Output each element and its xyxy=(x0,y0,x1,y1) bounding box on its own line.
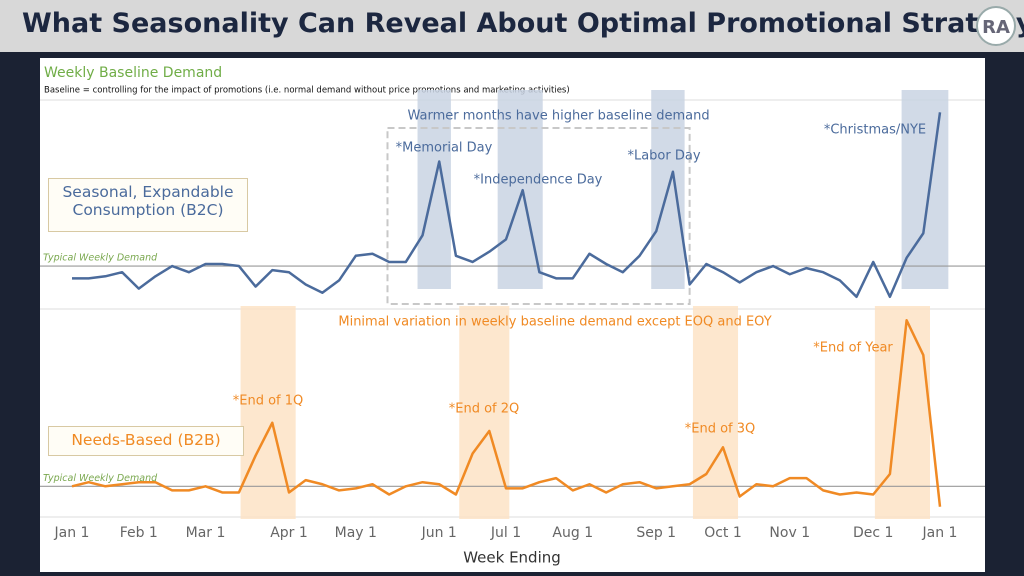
annotation: Minimal variation in weekly baseline dem… xyxy=(338,315,771,330)
highlight-band xyxy=(874,306,930,519)
x-tick-label: Feb 1 xyxy=(120,525,158,541)
highlight-band xyxy=(901,90,949,289)
annotation: *End of 2Q xyxy=(449,402,520,417)
reference-label: Typical Weekly Demand xyxy=(43,253,158,264)
chart-subtitle: Baseline = controlling for the impact of… xyxy=(44,86,570,96)
x-tick-label: Aug 1 xyxy=(552,525,593,541)
x-tick-label: Sep 1 xyxy=(636,525,676,541)
annotation: Warmer months have higher baseline deman… xyxy=(407,109,709,124)
header-bar xyxy=(0,0,1024,52)
series-label: Needs-Based (B2B) xyxy=(48,426,244,456)
series-line xyxy=(71,319,942,507)
logo: RA xyxy=(976,6,1016,46)
annotation: *End of Year xyxy=(813,341,893,356)
slide-title: What Seasonality Can Reveal About Optima… xyxy=(22,8,1024,39)
annotation: *Memorial Day xyxy=(396,141,493,156)
x-tick-label: Jul 1 xyxy=(490,525,521,541)
x-tick-label: Apr 1 xyxy=(270,525,308,541)
x-tick-label: Jan 1 xyxy=(54,525,90,541)
annotation: *End of 1Q xyxy=(233,394,304,409)
x-tick-label: May 1 xyxy=(335,525,377,541)
series-line xyxy=(72,112,942,299)
highlight-band xyxy=(459,306,510,519)
x-tick-label: Dec 1 xyxy=(853,525,893,541)
annotation: *Independence Day xyxy=(474,173,603,188)
annotation: *End of 3Q xyxy=(685,422,756,437)
x-tick-label: Mar 1 xyxy=(186,525,226,541)
highlight-band xyxy=(692,306,739,519)
x-axis-label: Week Ending xyxy=(463,549,561,567)
x-tick-label: Jun 1 xyxy=(421,525,457,541)
annotation: *Labor Day xyxy=(627,149,700,164)
note-range xyxy=(386,127,691,305)
series-label: Seasonal, Expandable Consumption (B2C) xyxy=(48,178,248,232)
reference-label: Typical Weekly Demand xyxy=(43,473,158,484)
annotation: *Christmas/NYE xyxy=(824,123,926,138)
x-tick-label: Nov 1 xyxy=(769,525,810,541)
x-tick-label: Jan 1 xyxy=(922,525,958,541)
x-tick-label: Oct 1 xyxy=(704,525,742,541)
chart-title: Weekly Baseline Demand xyxy=(44,65,222,81)
